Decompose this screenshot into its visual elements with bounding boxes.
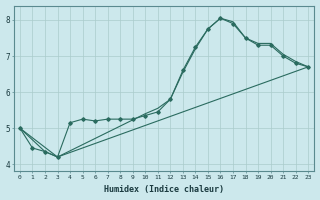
X-axis label: Humidex (Indice chaleur): Humidex (Indice chaleur)	[104, 185, 224, 194]
